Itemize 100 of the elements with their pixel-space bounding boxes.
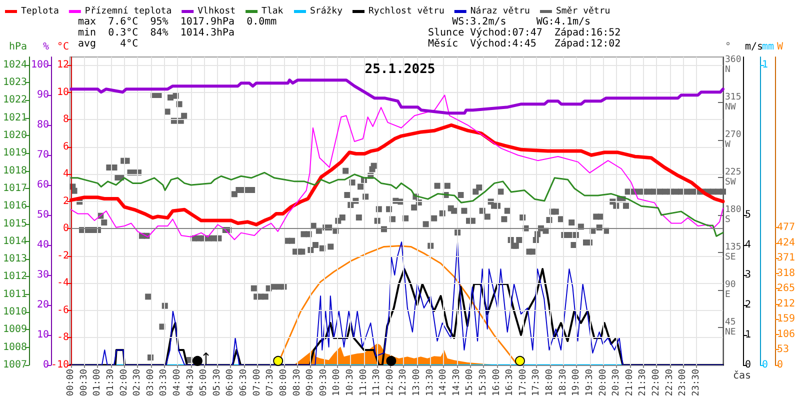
x-tick-label: 06:30 <box>239 369 250 396</box>
x-tick-label: 20:30 <box>612 369 622 396</box>
x-tick-label: 08:00 <box>278 369 289 396</box>
x-tick-label: 13:00 <box>412 369 422 396</box>
y-tick-label: 424 <box>777 237 796 248</box>
y-tick-label: 212 <box>777 298 796 310</box>
y-tick-label: -8 <box>57 332 70 344</box>
y-tick-label: 371 <box>777 252 796 264</box>
x-tick-label: 02:30 <box>132 369 143 396</box>
x-tick-label: 15:30 <box>478 369 489 396</box>
y-tick-label: 10 <box>57 86 70 98</box>
x-tick-label: 03:00 <box>146 369 156 396</box>
y2-tick-label: 10 <box>37 330 50 341</box>
y-tick-label: 477 <box>777 222 796 234</box>
x-tick-label: 16:30 <box>505 369 516 396</box>
y-tick-label: 45 NE <box>725 318 736 338</box>
y-tick-label: 0 <box>63 223 70 234</box>
y3-tick-label: 1007 <box>2 360 28 370</box>
x-tick-label: 09:00 <box>306 369 316 396</box>
y2-tick-label: 80 <box>37 120 50 131</box>
legend-label: Rychlost větru <box>368 6 444 16</box>
y2-tick-label: 100 <box>31 60 50 71</box>
y2-tick-label: 0 <box>43 360 50 370</box>
text: WS:3.2m/s WG:4.1m/s <box>428 16 591 28</box>
x-tick-label: 12:00 <box>385 369 396 396</box>
y3-tick-label: 1010 <box>2 306 28 318</box>
y2-tick-label: 20 <box>37 300 50 311</box>
text: min 0.3°C 84% 1014.3hPa <box>78 28 235 38</box>
x-tick-label: 21:00 <box>624 369 635 396</box>
text: avg 4°C <box>78 38 138 50</box>
x-tick-label: 14:30 <box>452 369 462 396</box>
y-tick-label: 180 S <box>725 205 742 225</box>
line-series <box>69 268 724 366</box>
y3-axis-title: mm <box>762 42 774 52</box>
y2-tick-label: 70 <box>37 150 50 161</box>
y2-tick-label: 50 <box>37 210 50 221</box>
y-tick-label: 265 <box>777 283 796 294</box>
chart-title: 25.1.2025 <box>364 62 436 77</box>
x-tick-label: 08:30 <box>292 369 302 396</box>
x-tick-label: 02:00 <box>119 369 130 396</box>
y3-tick-label: 1019 <box>2 148 28 159</box>
x-tick-label: 23:30 <box>691 369 702 396</box>
y3-tick-label: 1008 <box>2 342 28 353</box>
y-tick-label: 315 NW <box>725 92 742 112</box>
x-tick-label: 05:00 <box>199 369 210 396</box>
y2-tick-label: 3 <box>745 270 752 281</box>
legend-label: Směr větru <box>556 6 610 16</box>
y2-tick-label: 60 <box>37 180 50 191</box>
x-tick-label: 15:00 <box>465 369 476 396</box>
x-tick-label: 22:30 <box>664 369 675 396</box>
y3-tick-label: 1012 <box>2 271 28 282</box>
line-series <box>70 242 724 366</box>
y3-tick-label: 1022 <box>2 94 28 106</box>
y-axis-title: W <box>777 42 784 52</box>
x-tick-label: 06:00 <box>226 369 236 396</box>
y3-tick-label: 1018 <box>2 165 28 176</box>
y2-tick-label: 90 <box>37 90 50 101</box>
legend-label: Teplota <box>21 6 59 16</box>
y3-tick-label: 1011 <box>2 288 28 300</box>
legend-label: Srážky <box>310 6 344 16</box>
y-tick-label: 53 <box>777 344 790 356</box>
x-tick-label: 11:30 <box>372 369 382 396</box>
y2-tick-label: 40 <box>37 240 50 251</box>
x-tick-label: 04:30 <box>186 369 196 396</box>
y-tick-label: 106 <box>777 328 796 340</box>
x-tick-label: 14:00 <box>438 369 449 396</box>
y-tick-label: 318 <box>777 268 796 279</box>
legend-label: Náraz větru <box>470 6 530 16</box>
x-tick-label: 11:00 <box>358 369 369 396</box>
y3-tick-label: 1015 <box>2 218 28 230</box>
x-tick-label: 17:30 <box>532 369 542 396</box>
x-tick-label: 05:30 <box>212 369 222 396</box>
y3-tick-label: 1023 <box>2 77 28 88</box>
y2-tick-label: 30 <box>37 270 50 281</box>
y-tick-label: -2 <box>57 250 70 262</box>
x-tick-label: 01:30 <box>106 369 116 396</box>
x-axis-title: čas <box>733 370 752 382</box>
x-tick-label: 21:30 <box>638 369 648 396</box>
y3-axis-title: hPa <box>9 42 28 52</box>
y2-tick-label: 5 <box>745 210 752 221</box>
line-series <box>70 94 724 240</box>
text: Měsíc Východ:4:45 Západ:12:02 <box>428 38 621 50</box>
legend-label: Vlhkost <box>198 6 236 16</box>
y-tick-label: -10 <box>51 360 70 370</box>
y3-tick-label: 1024 <box>2 59 28 70</box>
x-tick-label: 22:00 <box>651 369 662 396</box>
y2-axis-title: m/s <box>745 42 764 52</box>
text: max 7.6°C 95% 1017.9hPa 0.0mm <box>78 16 277 28</box>
y-tick-label: 270 W <box>725 130 742 150</box>
x-tick-label: 00:00 <box>66 369 76 396</box>
line-series <box>70 172 724 237</box>
x-tick-label: 10:30 <box>345 369 356 396</box>
y-tick-label: 135 SE <box>725 242 742 262</box>
line-series <box>70 78 724 115</box>
x-tick-label: 12:30 <box>398 369 409 396</box>
y3-tick-label: 1014 <box>2 236 28 247</box>
x-tick-label: 00:30 <box>79 369 90 396</box>
x-tick-label: 04:00 <box>172 369 183 396</box>
y-axis-title: ° <box>725 42 732 52</box>
x-tick-label: 20:00 <box>598 369 608 396</box>
